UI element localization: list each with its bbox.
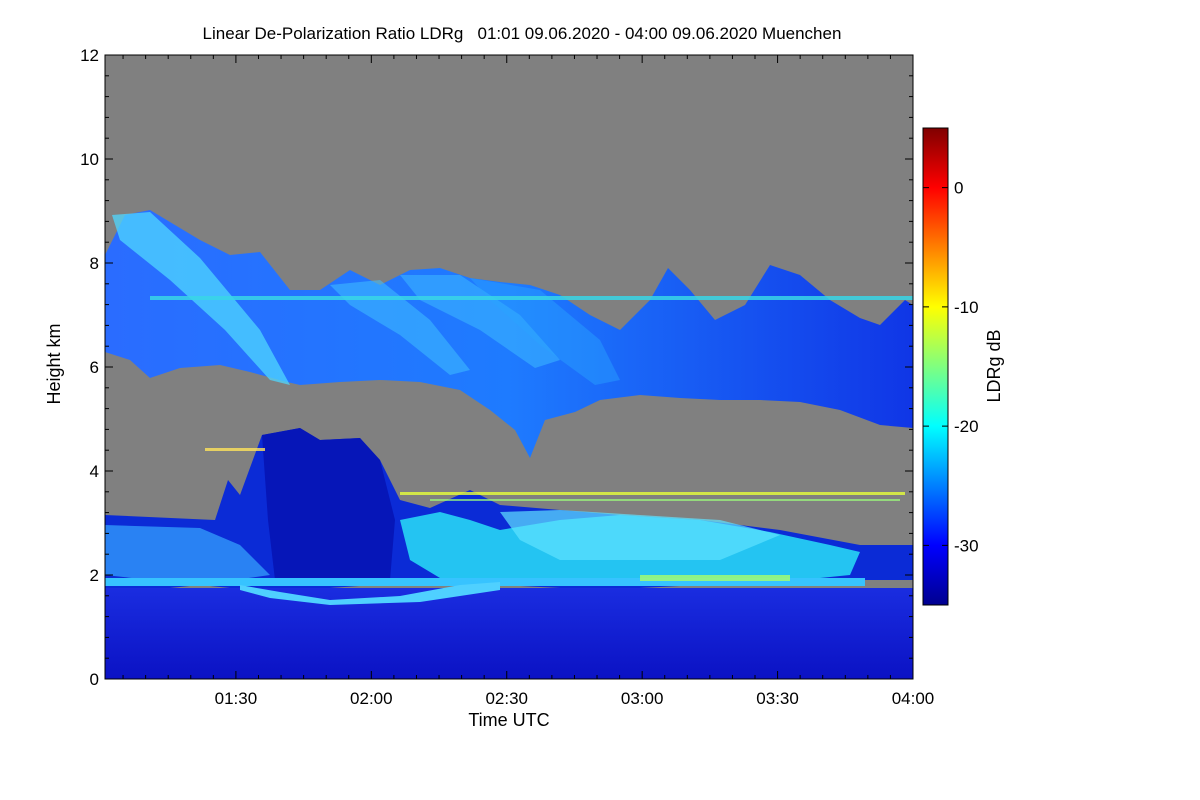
y-tick-label: 6 — [90, 358, 99, 377]
colorbar-label: LDRg dB — [984, 329, 1004, 402]
colorbar — [922, 127, 949, 606]
x-axis: 01:30 02:00 02:30 03:00 03:30 04:00 — [122, 55, 935, 708]
y-tick-label: 8 — [90, 254, 99, 273]
colorbar-tick-label: -20 — [954, 417, 979, 436]
cyan-cloud-left — [105, 525, 270, 582]
y-tick-label: 2 — [90, 566, 99, 585]
x-tick-label: 03:00 — [621, 689, 664, 708]
fall-streak — [470, 278, 620, 385]
fall-streak — [330, 280, 470, 375]
boundary-layer-top — [240, 582, 500, 605]
cyan-cloud — [500, 510, 780, 560]
y-tick-label: 4 — [90, 462, 99, 481]
colorbar-tick-label: -30 — [954, 536, 979, 555]
boundary-layer — [105, 588, 913, 679]
x-tick-label: 02:30 — [485, 689, 528, 708]
y-axis-label: Height km — [44, 323, 64, 404]
colorbar-tick-label: -10 — [954, 298, 979, 317]
x-tick-label: 02:00 — [350, 689, 393, 708]
y-axis: 0 2 4 6 8 10 12 — [80, 46, 913, 689]
noise-streak — [400, 492, 905, 495]
boundary-layer-top — [640, 575, 790, 581]
x-tick-label: 04:00 — [892, 689, 935, 708]
colorbar-axis: 0 -10 -20 -30 — [923, 179, 979, 555]
y-tick-label: 10 — [80, 150, 99, 169]
x-tick-label: 01:30 — [215, 689, 258, 708]
noise-streak — [205, 448, 265, 451]
noise-streak — [430, 499, 900, 501]
ldr-field — [105, 210, 913, 679]
chart-title: Linear De-Polarization Ratio LDRg 01:01 … — [203, 24, 842, 43]
cirrus-artefact-line — [150, 296, 913, 300]
colorbar-tick-label: 0 — [954, 179, 963, 198]
x-tick-label: 03:30 — [756, 689, 799, 708]
mid-cloud-tower — [262, 428, 395, 580]
boundary-layer-top — [105, 578, 865, 586]
y-tick-label: 12 — [80, 46, 99, 65]
x-axis-label: Time UTC — [468, 710, 549, 730]
y-tick-label: 0 — [90, 670, 99, 689]
